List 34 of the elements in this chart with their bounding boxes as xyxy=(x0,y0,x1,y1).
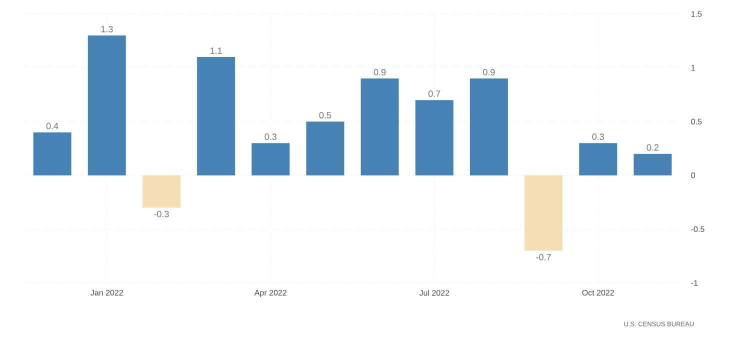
bar xyxy=(470,78,508,176)
y-tick-label: 1.5 xyxy=(691,11,702,17)
data-label: 0.3 xyxy=(264,134,276,140)
x-tick-label: Oct 2022 xyxy=(582,290,614,296)
data-label: 0.5 xyxy=(319,112,332,118)
bar xyxy=(634,154,672,176)
data-label: -0.3 xyxy=(154,210,169,218)
data-label: 1.3 xyxy=(101,26,113,32)
bar xyxy=(252,143,290,176)
data-label: 0.3 xyxy=(592,134,604,140)
bar xyxy=(306,122,344,176)
y-tick-label: -0.5 xyxy=(691,226,704,232)
bar xyxy=(415,100,454,176)
x-tick-label: Jul 2022 xyxy=(419,290,450,296)
y-tick-label: 0.5 xyxy=(691,118,702,124)
bar xyxy=(360,78,399,176)
y-tick-label: 1 xyxy=(691,65,695,71)
data-label: 0.4 xyxy=(46,122,58,130)
bar xyxy=(197,57,236,176)
data-label: 0.2 xyxy=(646,144,659,151)
bar xyxy=(142,175,180,208)
data-label: 0.9 xyxy=(483,68,495,76)
y-tick-label: 0 xyxy=(691,172,696,178)
x-tick-label: Apr 2022 xyxy=(254,290,286,298)
data-label: -0.7 xyxy=(536,254,551,260)
x-tick-label: Jan 2022 xyxy=(90,290,123,296)
bar xyxy=(33,132,72,176)
bar xyxy=(88,36,126,176)
data-label: 0.7 xyxy=(428,90,440,97)
bar xyxy=(579,143,618,176)
data-label: 0.9 xyxy=(374,68,386,76)
bar xyxy=(524,175,563,251)
data-label: 1.1 xyxy=(210,48,222,54)
y-tick-label: -1 xyxy=(691,280,698,286)
